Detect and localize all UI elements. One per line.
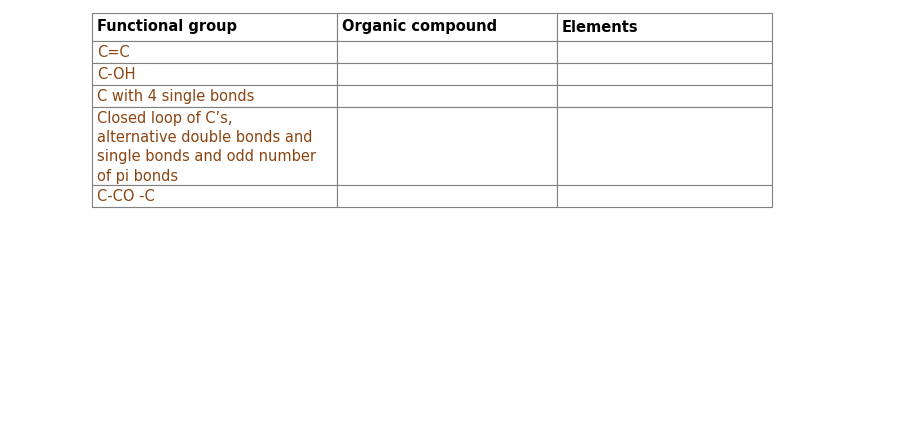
Text: C-OH: C-OH: [97, 67, 135, 82]
Bar: [337, 41, 557, 63]
Text: C=C: C=C: [97, 45, 130, 60]
Text: Organic compound: Organic compound: [342, 20, 497, 34]
Bar: [92, 13, 337, 41]
Bar: [337, 107, 557, 185]
Text: C with 4 single bonds: C with 4 single bonds: [97, 89, 254, 104]
Bar: [337, 63, 557, 85]
Text: Closed loop of C’s,
alternative double bonds and
single bonds and odd number
of : Closed loop of C’s, alternative double b…: [97, 111, 316, 184]
Bar: [92, 41, 337, 63]
Bar: [557, 85, 772, 107]
Bar: [92, 107, 337, 185]
Bar: [92, 63, 337, 85]
Bar: [92, 185, 337, 207]
Bar: [92, 85, 337, 107]
Bar: [557, 13, 772, 41]
Bar: [337, 185, 557, 207]
Bar: [557, 41, 772, 63]
Text: Elements: Elements: [562, 20, 639, 34]
Bar: [557, 63, 772, 85]
Bar: [557, 107, 772, 185]
Text: C-CO -C: C-CO -C: [97, 189, 155, 204]
Text: Functional group: Functional group: [97, 20, 237, 34]
Bar: [557, 185, 772, 207]
Bar: [337, 13, 557, 41]
Bar: [337, 85, 557, 107]
